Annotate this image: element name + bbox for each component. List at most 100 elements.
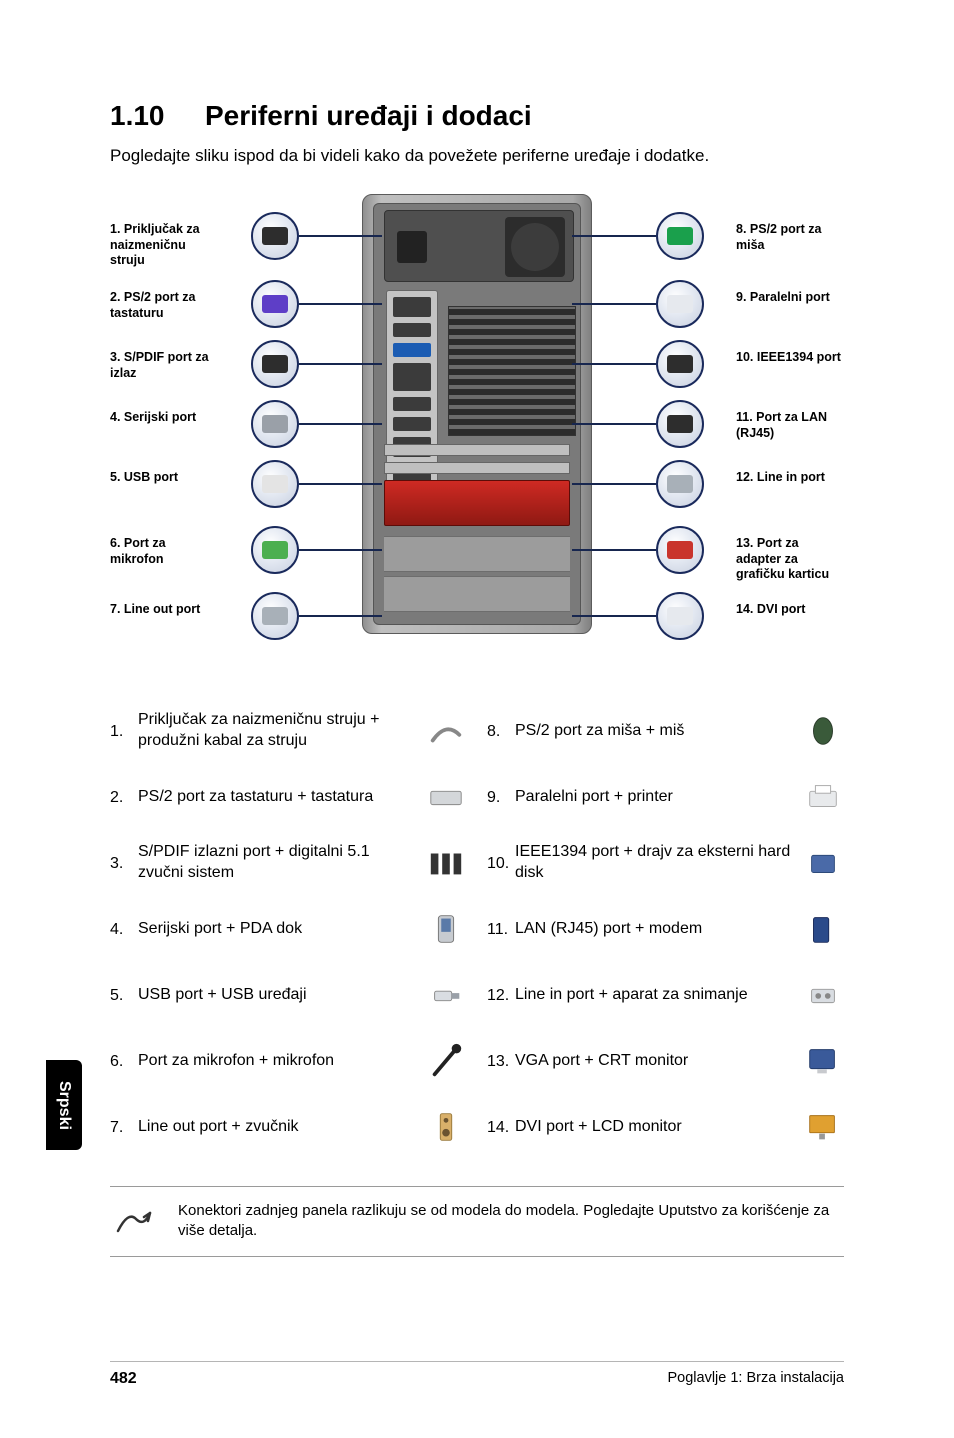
item-text: DVI port + LCD monitor: [515, 1117, 802, 1138]
item-thumb-icon: [425, 710, 467, 752]
item-thumb-icon: [425, 776, 467, 818]
item-thumb-icon: [802, 710, 844, 752]
port-label-vga: 13. Port za adapter za grafičku karticu: [736, 536, 844, 583]
port-label-par: 9. Paralelni port: [736, 290, 844, 306]
item-text: Paralelni port + printer: [515, 787, 802, 808]
port-label-dvi: 14. DVI port: [736, 602, 844, 618]
item-text: VGA port + CRT monitor: [515, 1051, 802, 1072]
port-label-lineout: 7. Line out port: [110, 602, 219, 618]
item-number: 9.: [487, 787, 515, 807]
note-box: Konektori zadnjeg panela razlikuju se od…: [110, 1186, 844, 1257]
item-text: IEEE1394 port + drajv za eksterni hard d…: [515, 842, 802, 884]
port-label-usb: 5. USB port: [110, 470, 219, 486]
list-item: 1.Priključak za naizmeničnu struju + pro…: [110, 702, 467, 760]
item-number: 2.: [110, 787, 138, 807]
intro-text: Pogledajte sliku ispod da bi videli kako…: [110, 146, 844, 166]
language-tab: Srpski: [46, 1060, 82, 1150]
item-thumb-icon: [425, 842, 467, 884]
item-thumb-icon: [802, 974, 844, 1016]
item-text: Priključak za naizmeničnu struju + produ…: [138, 710, 425, 752]
port-icon-ps2kb: [251, 280, 299, 328]
item-number: 13.: [487, 1051, 515, 1071]
port-icon-ieee: [656, 340, 704, 388]
vent-grille: [448, 306, 576, 436]
port-icon-ac: [251, 212, 299, 260]
io-column: [386, 290, 438, 490]
list-item: 13.VGA port + CRT monitor: [487, 1032, 844, 1090]
list-item: 6.Port za mikrofon + mikrofon: [110, 1032, 467, 1090]
item-number: 6.: [110, 1051, 138, 1071]
item-text: Line in port + aparat za snimanje: [515, 985, 802, 1006]
port-label-ac: 1. Priključak za naizmeničnu struju: [110, 222, 219, 269]
item-thumb-icon: [425, 974, 467, 1016]
list-item: 9.Paralelni port + printer: [487, 768, 844, 826]
port-label-spdif: 3. S/PDIF port za izlaz: [110, 350, 219, 381]
note-icon: [114, 1201, 154, 1241]
page-number: 482: [110, 1370, 137, 1388]
port-label-ps2kb: 2. PS/2 port za tastaturu: [110, 290, 219, 321]
port-icon-ps2ms: [656, 212, 704, 260]
item-text: Serijski port + PDA dok: [138, 919, 425, 940]
item-thumb-icon: [802, 1040, 844, 1082]
section-heading: 1.10 Periferni uređaji i dodaci: [110, 100, 844, 132]
item-text: PS/2 port za tastaturu + tastatura: [138, 787, 425, 808]
port-label-mic: 6. Port za mikrofon: [110, 536, 219, 567]
item-number: 1.: [110, 721, 138, 741]
item-thumb-icon: [802, 1106, 844, 1148]
item-text: Port za mikrofon + mikrofon: [138, 1051, 425, 1072]
port-label-linein: 12. Line in port: [736, 470, 844, 486]
port-icon-serial: [251, 400, 299, 448]
list-item: 2.PS/2 port za tastaturu + tastatura: [110, 768, 467, 826]
chapter-label: Poglavlje 1: Brza instalacija: [667, 1370, 844, 1388]
psu-block: [384, 210, 574, 282]
port-icon-mic: [251, 526, 299, 574]
section-number: 1.10: [110, 100, 165, 132]
item-text: Line out port + zvučnik: [138, 1117, 425, 1138]
item-thumb-icon: [802, 842, 844, 884]
list-item: 12.Line in port + aparat za snimanje: [487, 966, 844, 1024]
item-number: 3.: [110, 853, 138, 873]
port-label-ieee: 10. IEEE1394 port: [736, 350, 844, 366]
port-icon-vga: [656, 526, 704, 574]
port-label-serial: 4. Serijski port: [110, 410, 219, 426]
item-thumb-icon: [802, 776, 844, 818]
item-number: 14.: [487, 1117, 515, 1137]
peripheral-list: 1.Priključak za naizmeničnu struju + pro…: [110, 702, 844, 1156]
item-number: 11.: [487, 919, 515, 939]
port-icon-spdif: [251, 340, 299, 388]
list-item: 3.S/PDIF izlazni port + digitalni 5.1 zv…: [110, 834, 467, 892]
item-number: 4.: [110, 919, 138, 939]
item-number: 5.: [110, 985, 138, 1005]
list-item: 7.Line out port + zvučnik: [110, 1098, 467, 1156]
rear-panel-diagram: 1. Priključak za naizmeničnu struju 2. PS…: [110, 194, 844, 674]
port-icon-lan: [656, 400, 704, 448]
page-footer: 482 Poglavlje 1: Brza instalacija: [110, 1361, 844, 1388]
list-item: 14.DVI port + LCD monitor: [487, 1098, 844, 1156]
list-item: 11.LAN (RJ45) port + modem: [487, 900, 844, 958]
item-number: 7.: [110, 1117, 138, 1137]
list-item: 8.PS/2 port za miša + miš: [487, 702, 844, 760]
item-text: S/PDIF izlazni port + digitalni 5.1 zvuč…: [138, 842, 425, 884]
item-thumb-icon: [425, 1040, 467, 1082]
port-icon-par: [656, 280, 704, 328]
section-title: Periferni uređaji i dodaci: [205, 100, 532, 132]
tower-chassis: [362, 194, 592, 634]
item-text: USB port + USB uređaji: [138, 985, 425, 1006]
item-thumb-icon: [802, 908, 844, 950]
list-item: 5.USB port + USB uređaji: [110, 966, 467, 1024]
port-label-lan: 11. Port za LAN (RJ45): [736, 410, 844, 441]
item-text: LAN (RJ45) port + modem: [515, 919, 802, 940]
port-icon-usb: [251, 460, 299, 508]
port-icon-dvi: [656, 592, 704, 640]
note-text: Konektori zadnjeg panela razlikuju se od…: [178, 1201, 840, 1242]
graphics-card: [384, 480, 570, 526]
item-text: PS/2 port za miša + miš: [515, 721, 802, 742]
list-item: 10.IEEE1394 port + drajv za eksterni har…: [487, 834, 844, 892]
port-icon-linein: [656, 460, 704, 508]
item-number: 8.: [487, 721, 515, 741]
port-label-ps2ms: 8. PS/2 port za miša: [736, 222, 844, 253]
item-number: 10.: [487, 853, 515, 873]
item-thumb-icon: [425, 908, 467, 950]
list-item: 4.Serijski port + PDA dok: [110, 900, 467, 958]
port-icon-lineout: [251, 592, 299, 640]
